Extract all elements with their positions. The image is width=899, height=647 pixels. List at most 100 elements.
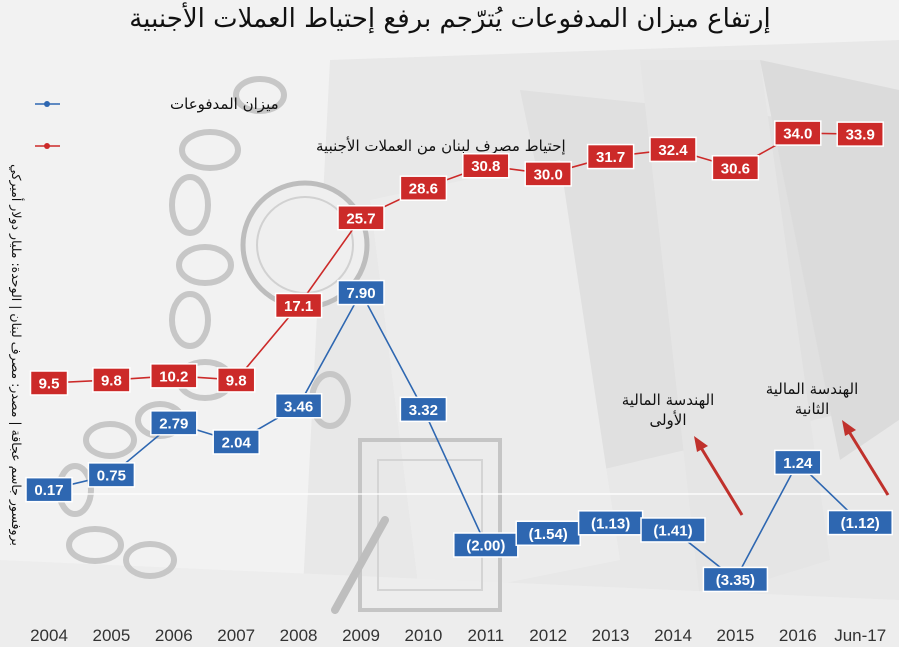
- data-point-reserves: 9.8: [92, 367, 131, 393]
- data-label-box-reserves: [216, 367, 256, 393]
- data-point-reserves: 17.1: [274, 292, 323, 319]
- data-point-balance: (1.13): [577, 510, 644, 536]
- data-label-balance: 7.90: [346, 285, 375, 302]
- data-label-box-reserves: [150, 363, 198, 389]
- data-label-reserves: 25.7: [346, 210, 375, 227]
- data-point-balance: 2.79: [150, 410, 198, 436]
- x-tick-label: Jun-17: [834, 626, 886, 645]
- data-label-reserves: 10.2: [159, 368, 188, 385]
- annotation-first-arrow: [698, 445, 744, 516]
- data-label-box-balance: [87, 462, 136, 488]
- data-label-balance: (1.54): [529, 526, 568, 543]
- data-label-reserves: 34.0: [783, 126, 812, 143]
- x-tick-label: 2008: [280, 626, 318, 645]
- x-tick-label: 2010: [404, 626, 442, 645]
- x-tick-label: 2005: [92, 626, 130, 645]
- side-note: بروفسور جاسم عجاقة | مصدر: مصرف لبنان | …: [8, 164, 25, 546]
- data-label-box-balance: [774, 449, 822, 476]
- data-label-box-balance: [212, 429, 260, 455]
- data-point-balance: 3.46: [274, 393, 323, 419]
- series-balance: 0.17 0.75 2.79 2.04 3.46 7.90 3.32 (2.00) (1.54)…: [25, 279, 893, 593]
- data-point-balance: (2.00): [453, 532, 519, 558]
- data-label-box-reserves: [274, 292, 323, 319]
- data-label-box-reserves: [711, 155, 760, 181]
- data-label-box-balance: [150, 410, 198, 436]
- data-label-box-reserves: [337, 205, 385, 231]
- data-point-reserves: 10.2: [150, 363, 198, 389]
- data-label-box-reserves: [836, 121, 884, 147]
- data-label-balance: 1.24: [783, 455, 813, 472]
- x-tick-label: 2015: [716, 626, 754, 645]
- data-point-balance: 3.32: [399, 396, 448, 423]
- x-tick-label: 2007: [217, 626, 255, 645]
- legend-label-reserves: إحتياط مصرف لبنان من العملات الأجنبية: [316, 136, 566, 155]
- x-tick-label: 2016: [779, 626, 817, 645]
- data-label-balance: (1.41): [653, 522, 692, 539]
- x-tick-label: 2012: [529, 626, 567, 645]
- annotation-first-arrowhead: [694, 436, 708, 452]
- data-label-reserves: 17.1: [284, 298, 313, 315]
- annotation-second-arrow: [846, 429, 890, 496]
- x-axis: 2004 2005 2006 2007 2008 2009 2010 2011 2012 2013…: [30, 626, 886, 645]
- x-tick-label: 2006: [155, 626, 193, 645]
- legend-label-balance: ميزان المدفوعات: [170, 95, 279, 113]
- data-point-balance: 2.04: [212, 429, 260, 455]
- data-label-balance: 0.17: [34, 482, 63, 499]
- data-label-balance: 0.75: [97, 467, 126, 484]
- annotation-first-engineering: الهندسة المالية الأولى: [622, 391, 744, 516]
- x-tick-label: 2014: [654, 626, 692, 645]
- data-label-box-balance: [702, 566, 769, 593]
- series-reserves: 9.5 9.8 10.2 9.8 17.1 25.7 28.6 30.8 30.0 31.7 32.…: [29, 120, 884, 396]
- data-point-reserves: 30.6: [711, 155, 760, 181]
- data-point-balance: (3.35): [702, 566, 769, 593]
- data-point-reserves: 32.4: [649, 136, 697, 163]
- x-tick-label: 2009: [342, 626, 380, 645]
- data-label-reserves: 31.7: [596, 149, 625, 166]
- data-label-box-balance: [274, 393, 323, 419]
- x-tick-label: 2011: [468, 626, 505, 645]
- data-point-reserves: 34.0: [774, 120, 822, 146]
- data-label-reserves: 9.8: [101, 372, 122, 389]
- annotation-second-line2: الثانية: [795, 400, 830, 418]
- data-label-box-balance: [827, 509, 893, 536]
- data-label-box-reserves: [462, 152, 510, 179]
- data-label-balance: 3.32: [409, 402, 438, 419]
- data-label-box-balance: [577, 510, 644, 536]
- legend-item-balance: ميزان المدفوعات: [35, 95, 279, 113]
- data-label-balance: (2.00): [466, 538, 505, 555]
- data-label-box-balance: [515, 520, 581, 547]
- data-point-reserves: 30.0: [524, 161, 572, 187]
- annotation-first-line2: الأولى: [649, 410, 686, 429]
- data-label-box-reserves: [774, 120, 822, 146]
- data-label-box-reserves: [524, 161, 572, 187]
- data-label-reserves: 32.4: [658, 142, 688, 159]
- annotation-first-line1: الهندسة المالية: [622, 391, 715, 409]
- annotation-second-line1: الهندسة المالية: [766, 380, 859, 398]
- x-tick-label: 2004: [30, 626, 68, 645]
- data-label-balance: 2.79: [159, 415, 188, 432]
- data-label-box-balance: [640, 517, 706, 543]
- data-label-balance: (1.12): [841, 515, 880, 532]
- data-label-box-balance: [337, 279, 385, 306]
- data-label-box-reserves: [399, 175, 448, 201]
- data-label-reserves: 30.6: [721, 160, 750, 177]
- chart-title: إرتفاع ميزان المدفوعات يُترّجم برفع إحتي…: [129, 1, 770, 34]
- data-label-balance: (1.13): [591, 515, 630, 532]
- legend: ميزان المدفوعات إحتياط مصرف لبنان من الع…: [35, 95, 566, 155]
- legend-item-reserves: إحتياط مصرف لبنان من العملات الأجنبية: [35, 136, 566, 155]
- data-point-reserves: 9.8: [216, 367, 256, 393]
- data-label-box-reserves: [649, 136, 697, 163]
- data-label-box-balance: [399, 396, 448, 423]
- data-label-reserves: 9.5: [39, 376, 60, 393]
- data-label-reserves: 33.9: [846, 127, 875, 144]
- data-label-box-balance: [25, 476, 73, 503]
- data-label-balance: (3.35): [716, 572, 755, 589]
- data-point-balance: 1.24: [774, 449, 822, 476]
- data-point-reserves: 9.5: [29, 370, 69, 396]
- data-point-balance: (1.54): [515, 520, 581, 547]
- data-point-reserves: 30.8: [462, 152, 510, 179]
- data-point-balance: (1.12): [827, 509, 893, 536]
- x-tick-label: 2013: [592, 626, 630, 645]
